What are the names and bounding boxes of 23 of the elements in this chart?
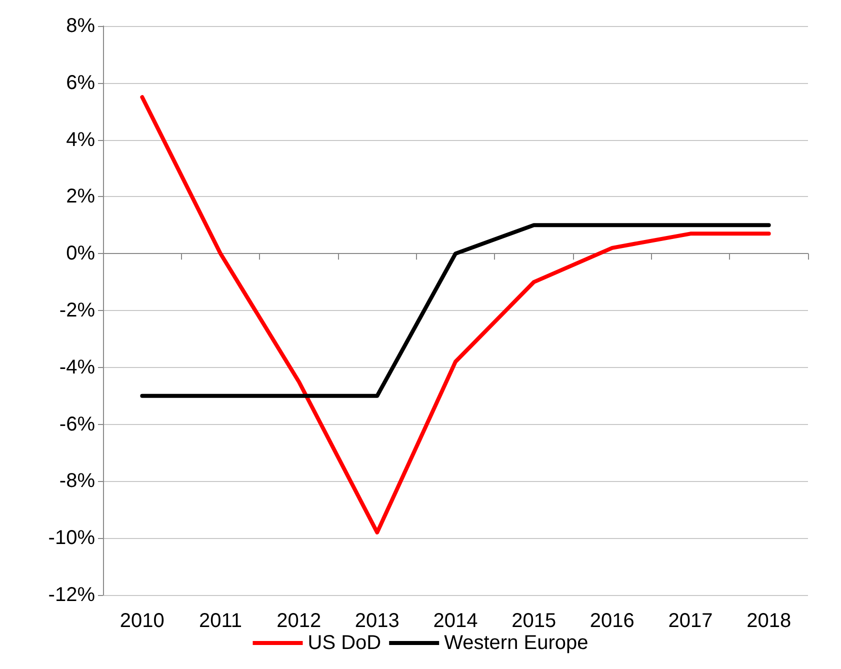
- y-tick-label: -6%: [59, 413, 96, 436]
- x-tick-label: 2011: [198, 610, 242, 632]
- y-tick-label: -10%: [48, 527, 96, 550]
- x-tick-label: 2016: [590, 610, 634, 632]
- y-tick-label: 2%: [66, 186, 96, 208]
- x-tick-label: 2017: [668, 610, 713, 632]
- x-tick-label: 2015: [512, 610, 556, 632]
- y-tick-label: -8%: [59, 470, 96, 492]
- y-tick-label: 4%: [66, 128, 96, 151]
- x-tick-label: 2010: [120, 610, 164, 632]
- y-tick-label: -4%: [59, 356, 96, 378]
- legend-label: US DoD: [308, 632, 382, 654]
- y-tick-label: 0%: [66, 242, 96, 265]
- legend-label: Western Europe: [444, 632, 588, 654]
- x-tick-label: 2012: [276, 610, 322, 632]
- x-tick-label: 2013: [354, 610, 400, 632]
- x-tick-label: 2014: [433, 610, 478, 632]
- y-tick-label: -2%: [59, 300, 96, 322]
- line-series: [140, 95, 771, 534]
- y-tick-label: 8%: [66, 15, 96, 37]
- x-tick-label: 2018: [746, 610, 792, 632]
- y-tick-label: 6%: [66, 72, 96, 94]
- y-tick-label: -12%: [48, 584, 96, 606]
